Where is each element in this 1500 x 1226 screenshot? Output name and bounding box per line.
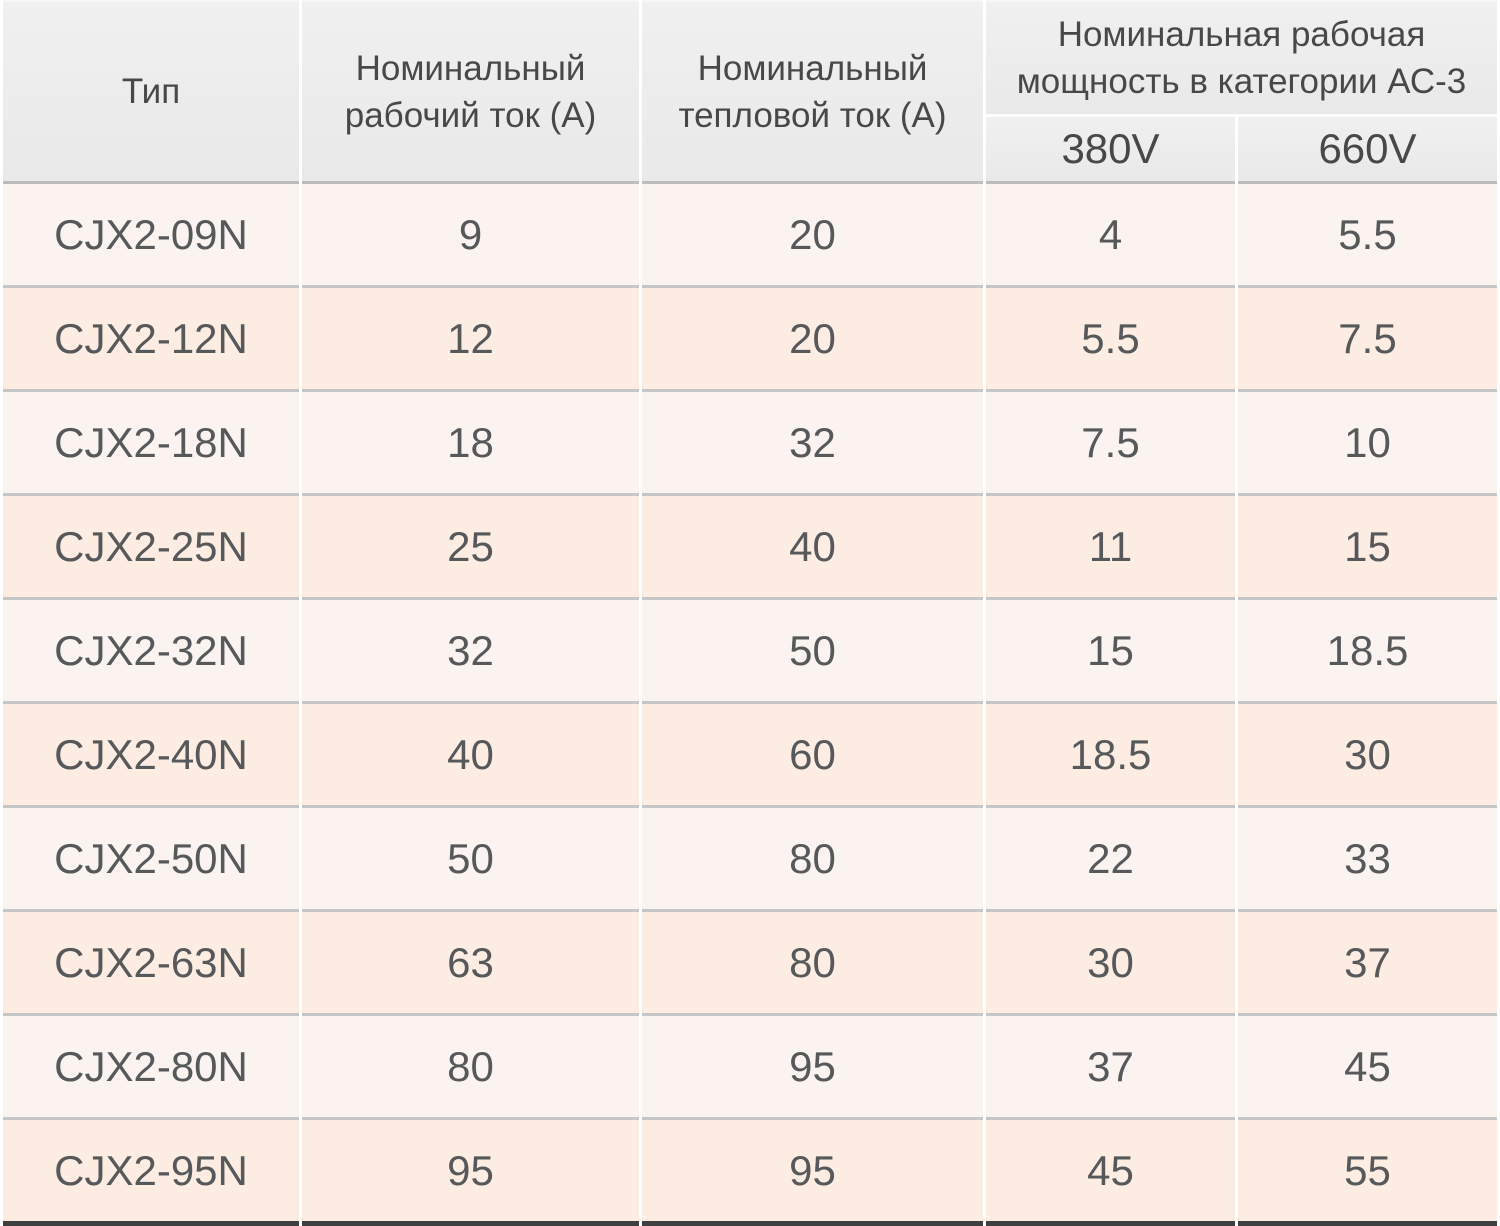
cell-power-660v: 33 (1238, 805, 1497, 909)
table-body: CJX2-09N 9 20 4 5.5 CJX2-12N 12 20 5.5 7… (3, 181, 1497, 1226)
cell-power-660v: 45 (1238, 1013, 1497, 1117)
cell-rated-current: 80 (302, 1013, 639, 1117)
table-row: CJX2-80N 80 95 37 45 (3, 1013, 1497, 1117)
cell-power-660v: 5.5 (1238, 181, 1497, 285)
cell-power-380v: 15 (986, 597, 1235, 701)
cell-type: CJX2-25N (3, 493, 299, 597)
cell-rated-current: 18 (302, 389, 639, 493)
col-header-thermal-current: Номинальный тепловой ток (А) (642, 0, 983, 181)
cell-power-660v: 55 (1238, 1117, 1497, 1226)
col-header-type: Тип (3, 0, 299, 181)
col-header-power-group: Номинальная рабочая мощность в категории… (986, 0, 1497, 117)
cell-rated-current: 50 (302, 805, 639, 909)
cell-thermal-current: 80 (642, 805, 983, 909)
cell-thermal-current: 40 (642, 493, 983, 597)
cell-type: CJX2-50N (3, 805, 299, 909)
cell-type: CJX2-63N (3, 909, 299, 1013)
col-header-380v: 380V (986, 117, 1235, 181)
table-row: CJX2-12N 12 20 5.5 7.5 (3, 285, 1497, 389)
cell-thermal-current: 20 (642, 181, 983, 285)
cell-power-660v: 7.5 (1238, 285, 1497, 389)
cell-power-660v: 15 (1238, 493, 1497, 597)
cell-power-380v: 37 (986, 1013, 1235, 1117)
col-header-rated-current: Номинальный рабочий ток (А) (302, 0, 639, 181)
table-row: CJX2-25N 25 40 11 15 (3, 493, 1497, 597)
cell-power-660v: 30 (1238, 701, 1497, 805)
cell-thermal-current: 20 (642, 285, 983, 389)
table-header: Тип Номинальный рабочий ток (А) Номиналь… (3, 0, 1497, 181)
table-row: CJX2-32N 32 50 15 18.5 (3, 597, 1497, 701)
cell-thermal-current: 95 (642, 1117, 983, 1226)
cell-type: CJX2-32N (3, 597, 299, 701)
cell-power-660v: 37 (1238, 909, 1497, 1013)
cell-power-380v: 7.5 (986, 389, 1235, 493)
table-row: CJX2-95N 95 95 45 55 (3, 1117, 1497, 1226)
cell-power-380v: 11 (986, 493, 1235, 597)
cell-type: CJX2-12N (3, 285, 299, 389)
cell-power-380v: 4 (986, 181, 1235, 285)
cell-rated-current: 25 (302, 493, 639, 597)
cell-rated-current: 12 (302, 285, 639, 389)
cell-type: CJX2-09N (3, 181, 299, 285)
cell-thermal-current: 95 (642, 1013, 983, 1117)
cell-type: CJX2-80N (3, 1013, 299, 1117)
cell-power-380v: 45 (986, 1117, 1235, 1226)
cell-rated-current: 63 (302, 909, 639, 1013)
cell-rated-current: 9 (302, 181, 639, 285)
cell-thermal-current: 60 (642, 701, 983, 805)
col-header-660v: 660V (1238, 117, 1497, 181)
cell-power-380v: 5.5 (986, 285, 1235, 389)
table-row: CJX2-50N 50 80 22 33 (3, 805, 1497, 909)
cell-thermal-current: 80 (642, 909, 983, 1013)
cell-type: CJX2-95N (3, 1117, 299, 1226)
cell-power-380v: 18.5 (986, 701, 1235, 805)
cell-rated-current: 40 (302, 701, 639, 805)
table-row: CJX2-63N 63 80 30 37 (3, 909, 1497, 1013)
cell-thermal-current: 32 (642, 389, 983, 493)
table-row: CJX2-40N 40 60 18.5 30 (3, 701, 1497, 805)
cell-power-380v: 22 (986, 805, 1235, 909)
cell-rated-current: 95 (302, 1117, 639, 1226)
cell-power-660v: 10 (1238, 389, 1497, 493)
cell-power-380v: 30 (986, 909, 1235, 1013)
table-row: CJX2-18N 18 32 7.5 10 (3, 389, 1497, 493)
cell-power-660v: 18.5 (1238, 597, 1497, 701)
cell-thermal-current: 50 (642, 597, 983, 701)
cell-rated-current: 32 (302, 597, 639, 701)
table-row: CJX2-09N 9 20 4 5.5 (3, 181, 1497, 285)
cell-type: CJX2-18N (3, 389, 299, 493)
cell-type: CJX2-40N (3, 701, 299, 805)
